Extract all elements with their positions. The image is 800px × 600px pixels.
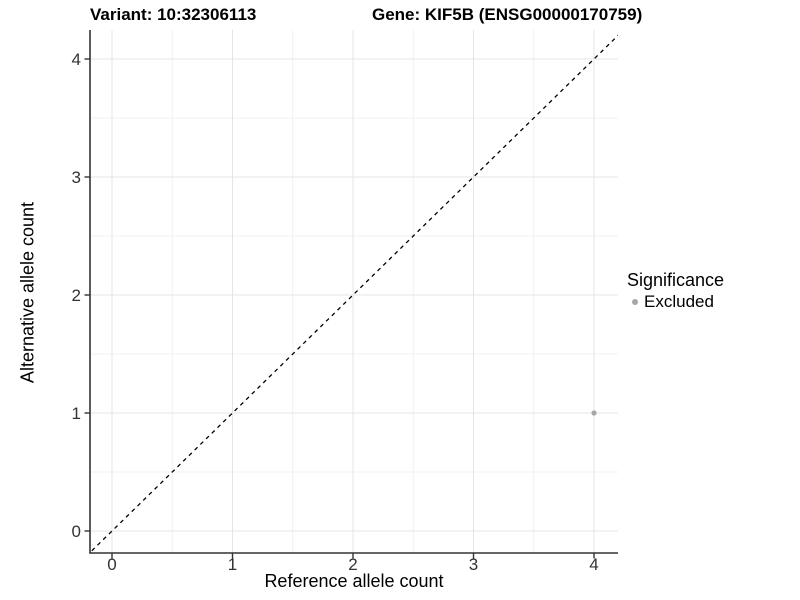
legend: Significance Excluded — [627, 270, 724, 311]
y-tick-label: 0 — [72, 522, 81, 541]
y-tick-label: 1 — [72, 404, 81, 423]
plot-title-gene: Gene: KIF5B (ENSG00000170759) — [372, 5, 643, 24]
y-axis-label: Alternative allele count — [17, 201, 38, 384]
x-tick-label: 0 — [107, 555, 116, 574]
legend-item-label: Excluded — [644, 292, 714, 311]
x-tick-label: 4 — [589, 555, 598, 574]
legend-item-excluded: Excluded — [627, 292, 724, 311]
legend-title: Significance — [627, 270, 725, 290]
y-tick-label: 2 — [72, 286, 81, 305]
y-tick-label: 3 — [72, 168, 81, 187]
x-tick-label: 1 — [228, 555, 237, 574]
plot-title-variant: Variant: 10:32306113 — [90, 5, 257, 24]
legend-point-icon — [632, 298, 638, 305]
x-tick-label: 2 — [348, 555, 357, 574]
x-axis-label: Reference allele count — [264, 571, 444, 591]
y-tick-label: 4 — [72, 50, 81, 69]
data-point-excluded — [591, 410, 597, 416]
x-tick-label: 3 — [469, 555, 478, 574]
